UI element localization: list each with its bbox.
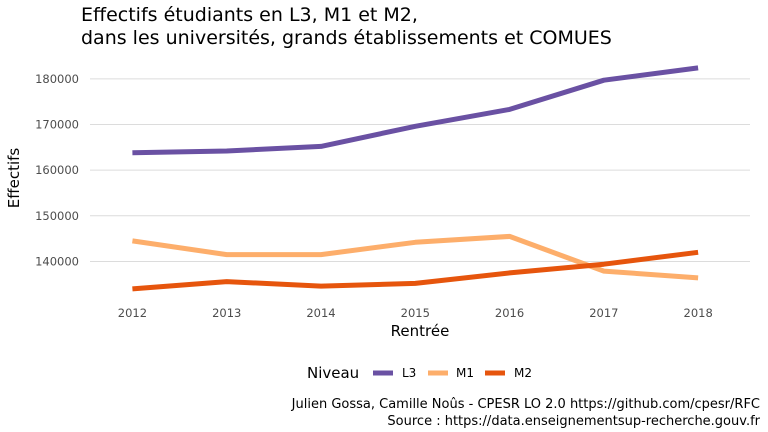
y-axis-title: Effectifs [5,148,23,209]
series-line-m1 [132,233,699,281]
x-tick-label: 2012 [118,306,147,320]
y-tick-label: 160000 [35,163,79,177]
caption-source: Source : https://data.enseignementsup-re… [387,414,760,429]
x-tick-label: 2016 [495,306,524,320]
x-tick-labels: 2012 2013 2014 2015 2016 2017 2018 [118,306,713,320]
legend: Niveau L3 M1 M2 [307,364,532,382]
series-line-l3 [132,65,699,156]
y-tick-label: 170000 [35,117,79,131]
y-tick-label: 140000 [35,254,79,268]
x-tick-label: 2013 [212,306,241,320]
x-tick-label: 2015 [401,306,430,320]
legend-label-m2: M2 [514,366,532,380]
caption-credit: Julien Gossa, Camille Noûs - CPESR LO 2.… [291,397,760,412]
chart-title: Effectifs étudiants en L3, M1 et M2, dan… [81,4,612,50]
legend-label-l3: L3 [402,366,416,380]
caption: Julien Gossa, Camille Noûs - CPESR LO 2.… [292,396,760,430]
x-tick-label: 2017 [589,306,618,320]
x-tick-label: 2014 [306,306,335,320]
y-tick-labels: 140000 150000 160000 170000 180000 [35,72,79,269]
chart-title-line-1: Effectifs étudiants en L3, M1 et M2, [81,4,418,26]
legend-label-m1: M1 [456,366,474,380]
chart-subtitle: dans les universités, grands établisseme… [81,27,612,49]
series-lines [132,65,699,292]
y-tick-label: 180000 [35,72,79,86]
legend-title: Niveau [307,364,359,382]
x-tick-label: 2018 [684,306,713,320]
grid-lines [90,78,750,262]
x-axis-title: Rentrée [391,322,450,340]
series-line-m2 [132,249,699,292]
y-tick-label: 150000 [35,209,79,223]
